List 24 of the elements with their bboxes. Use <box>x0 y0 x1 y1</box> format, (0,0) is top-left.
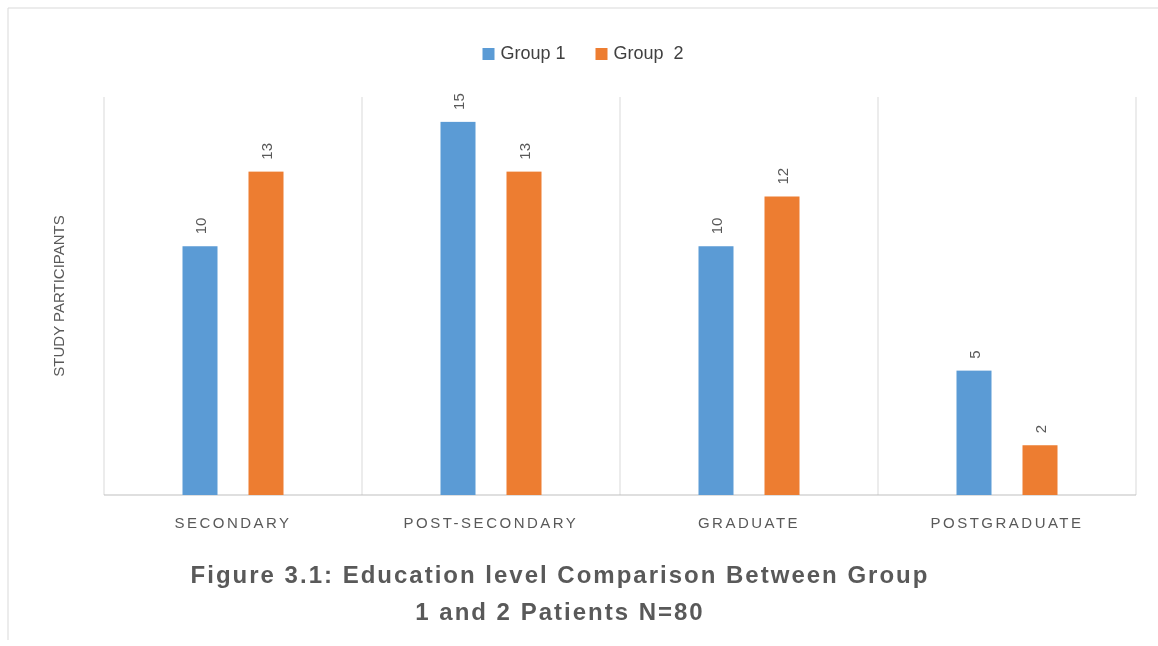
data-label: 2 <box>1032 424 1049 434</box>
legend-label: Group 2 <box>613 43 684 63</box>
bar <box>506 171 542 495</box>
y-axis-title: STUDY PARTICIPANTS <box>50 215 67 377</box>
legend-label: Group 1 <box>500 43 566 63</box>
data-label: 10 <box>708 217 725 235</box>
bar <box>956 370 992 495</box>
data-label: 12 <box>774 167 791 185</box>
x-tick-label: POST-SECONDARY <box>403 514 579 531</box>
data-label: 15 <box>450 93 467 110</box>
data-label: 5 <box>966 350 983 359</box>
x-tick-label: SECONDARY <box>174 514 292 531</box>
bar <box>248 171 284 495</box>
data-label: 10 <box>192 217 209 235</box>
bar <box>764 196 800 495</box>
x-tick-label: POSTGRADUATE <box>930 514 1084 531</box>
x-tick-label: GRADUATE <box>697 514 801 531</box>
bar <box>698 246 734 495</box>
bar <box>440 121 476 495</box>
data-label: 13 <box>258 142 275 160</box>
bar <box>182 246 218 495</box>
text: Figure 3.1: Education level Comparison Between Group 1 and 2 Patients N=80 <box>190 561 930 625</box>
data-label: 13 <box>516 142 533 160</box>
bar <box>1022 445 1058 495</box>
